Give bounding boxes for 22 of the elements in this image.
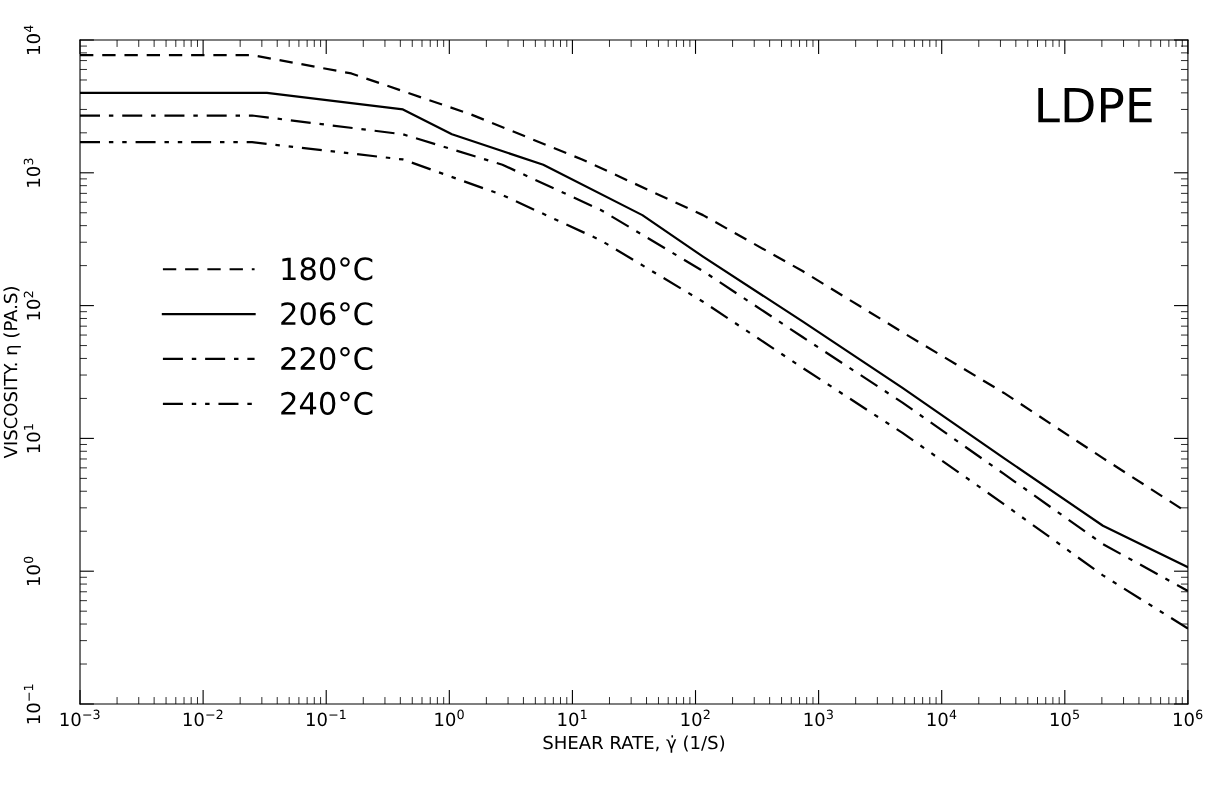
annotation: LDPE: [1038, 87, 1152, 123]
x-tick-label: 10$^{6}$: [1174, 709, 1203, 727]
x-tick-label: 10$^{4}$: [927, 709, 957, 727]
legend-label: 240°C: [281, 391, 373, 415]
y-tick-label: 10$^{0}$: [23, 556, 41, 586]
x-tick-label: 10$^{0}$: [435, 709, 464, 727]
x-tick-label: 10$^{−2}$: [183, 709, 223, 727]
x-axis-title: SHEAR RATE, γ̇ (1/S): [543, 735, 725, 753]
y-tick-label: 10$^{1}$: [23, 424, 41, 453]
x-tick-label: 10$^{1}$: [558, 709, 587, 727]
legend-label: 220°C: [281, 346, 373, 371]
x-tick-label: 10$^{2}$: [681, 709, 710, 727]
x-tick-label: 10$^{−1}$: [306, 709, 346, 727]
y-tick-label: 10$^{2}$: [23, 291, 41, 320]
x-tick-label: 10$^{−3}$: [60, 709, 100, 727]
y-axis-title: VISCOSITY. η (PA.S): [3, 287, 21, 459]
y-tick-label: 10$^{4}$: [23, 25, 41, 54]
legend-label: 180°C: [282, 257, 373, 281]
x-tick-label: 10$^{5}$: [1050, 709, 1080, 727]
legend-label: 206°C: [281, 302, 373, 326]
y-tick-label: 10$^{3}$: [23, 158, 41, 187]
x-tick-label: 10$^{3}$: [804, 709, 833, 727]
